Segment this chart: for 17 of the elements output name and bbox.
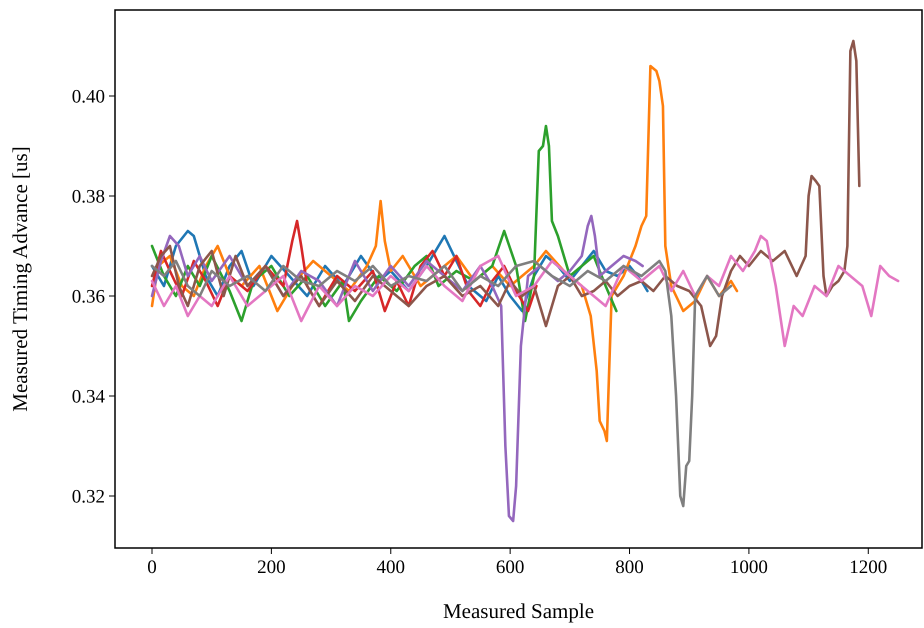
line-series — [150, 234, 900, 348]
line-series — [150, 40, 861, 348]
y-tick-label: 0.32 — [72, 486, 105, 508]
line-series — [150, 260, 732, 508]
x-tick-label: 600 — [496, 557, 524, 578]
y-tick-label: 0.40 — [72, 86, 105, 108]
x-tick-label: 800 — [615, 557, 644, 578]
y-tick-label: 0.34 — [72, 386, 106, 408]
x-axis-title: Measured Sample — [442, 599, 594, 623]
x-tick-label: 0 — [147, 557, 157, 578]
x-tick-label: 400 — [376, 557, 406, 578]
y-tick-label: 0.38 — [72, 186, 105, 208]
y-axis-title: Measured Timing Advance [us] — [8, 146, 32, 412]
x-tick-label: 1000 — [730, 557, 768, 578]
x-tick-label: 1200 — [849, 557, 888, 578]
y-tick-label: 0.36 — [72, 286, 105, 308]
x-tick-label: 200 — [257, 557, 286, 578]
